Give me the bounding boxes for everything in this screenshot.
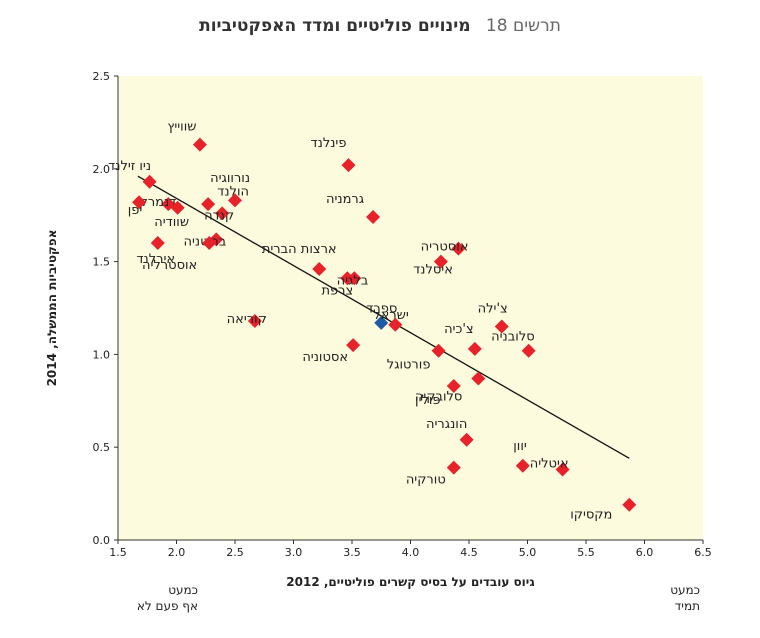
y-tick-label: 0.5 [93,441,111,454]
y-tick-label: 2.0 [93,163,111,176]
data-point-marker [459,432,474,447]
chart-title-text: מינויים פוליטיים ומדד האפקטיביות [199,16,471,36]
data-point-label: סלובניה [491,330,535,345]
data-point-marker [431,343,446,358]
data-point-label: שווייץ [167,120,196,135]
x-tick-label: 3.0 [285,546,303,559]
data-point-label: דנמרק [139,195,177,210]
x-axis-corner-left-line1: כמעט [168,583,198,597]
y-tick-label: 1.0 [93,348,111,361]
data-point-label: מקסיקו [570,508,612,523]
data-point-label: גרמניה [326,192,364,207]
data-point-marker [247,313,262,328]
data-point-marker [494,319,509,334]
data-point-label: איטליה [530,456,569,471]
data-point-label: צ'כיה [444,322,474,337]
data-point-label: סלובקיה [415,390,463,405]
data-point-label: יפן [128,203,143,218]
data-point-label: ספרד [366,302,397,317]
data-point-label: פינלנד [311,136,347,151]
data-point-marker [451,241,466,256]
data-point-label: יוון [513,439,527,454]
data-point-marker [446,378,461,393]
chart-title: תרשים 18 מינויים פוליטיים ומדד האפקטיביו… [0,16,760,36]
x-axis-corner-left-line2: אף פעם לא [136,599,198,613]
x-tick-label: 3.5 [343,546,361,559]
data-point-label: אסטוניה [302,350,348,365]
y-tick-label: 2.5 [93,70,111,83]
data-point-label: אוסטרליה [142,258,197,273]
data-point-label: הונגריה [426,417,467,432]
data-point-marker [515,458,530,473]
data-point-label: פולין [415,393,441,408]
data-point-label: שוודיה [154,215,189,230]
data-point-label: טורקיה [406,473,446,488]
data-point-label: אירלנד [136,252,175,267]
data-point-marker [433,254,448,269]
data-point-marker [312,262,327,277]
data-point-marker [446,460,461,475]
x-tick-label: 4.0 [402,546,420,559]
y-tick-label: 0.0 [93,534,111,547]
data-point-marker [467,341,482,356]
data-point-label: אוסטריה [421,240,469,255]
data-point-marker [555,462,570,477]
data-point-marker [132,195,147,210]
chart-number: תרשים 18 [485,16,561,36]
data-point-label: ארצות הברית [262,242,337,257]
data-point-label: בלגיה [337,273,369,288]
x-tick-label: 1.5 [109,546,127,559]
data-point-marker [366,210,381,225]
x-axis-title: גיוס עובדים על בסיס קשרים פוליטיים, 2012 [286,575,535,589]
data-point-marker [142,174,157,189]
data-point-marker [228,193,242,208]
x-tick-label: 5.0 [519,546,537,559]
x-axis-corner-right: כמעט תמיד [640,582,700,614]
x-tick-label: 6.5 [694,546,712,559]
data-point-label: קנדה [204,208,234,223]
data-point-marker [201,197,216,212]
x-tick-label: 5.5 [577,546,595,559]
data-point-marker [215,206,230,221]
data-point-marker [521,343,536,358]
data-point-marker [340,271,355,286]
data-point-marker [170,200,185,215]
data-point-marker [388,317,403,332]
x-tick-label: 2.5 [226,546,244,559]
data-point-marker [622,497,637,512]
plot-area [118,76,703,540]
data-point-marker [202,236,217,251]
trend-line [137,175,630,459]
data-point-label: קוריאה [227,312,267,327]
data-point-label: הולנד [217,184,249,199]
data-point-label: צרפת [321,283,353,298]
data-point-marker [341,158,356,173]
data-point-label: איסלנד [413,263,453,278]
x-axis-corner-right-line2: תמיד [674,599,700,613]
data-point-marker [471,371,486,386]
x-axis-corner-right-line1: כמעט [670,583,700,597]
y-tick-label: 1.5 [93,256,111,269]
data-point-marker [346,338,361,353]
x-axis-corner-left: כמעט אף פעם לא [118,582,198,614]
data-point-label: ניו זילנד [108,159,151,174]
x-tick-label: 4.5 [460,546,478,559]
data-point-label: נורווגיה [210,171,250,186]
data-point-label: פורטוגל [387,358,431,373]
data-point-label: ישראל [373,308,409,323]
data-point-marker [192,137,207,152]
x-tick-label: 2.0 [168,546,186,559]
data-point-label: צ'ילה [478,302,508,317]
data-point-marker [150,236,165,251]
y-axis-title: אפקטיביות הממשלה, 2014 [45,230,59,387]
data-point-marker [374,315,389,330]
data-point-marker [347,271,362,286]
x-tick-label: 6.0 [636,546,654,559]
